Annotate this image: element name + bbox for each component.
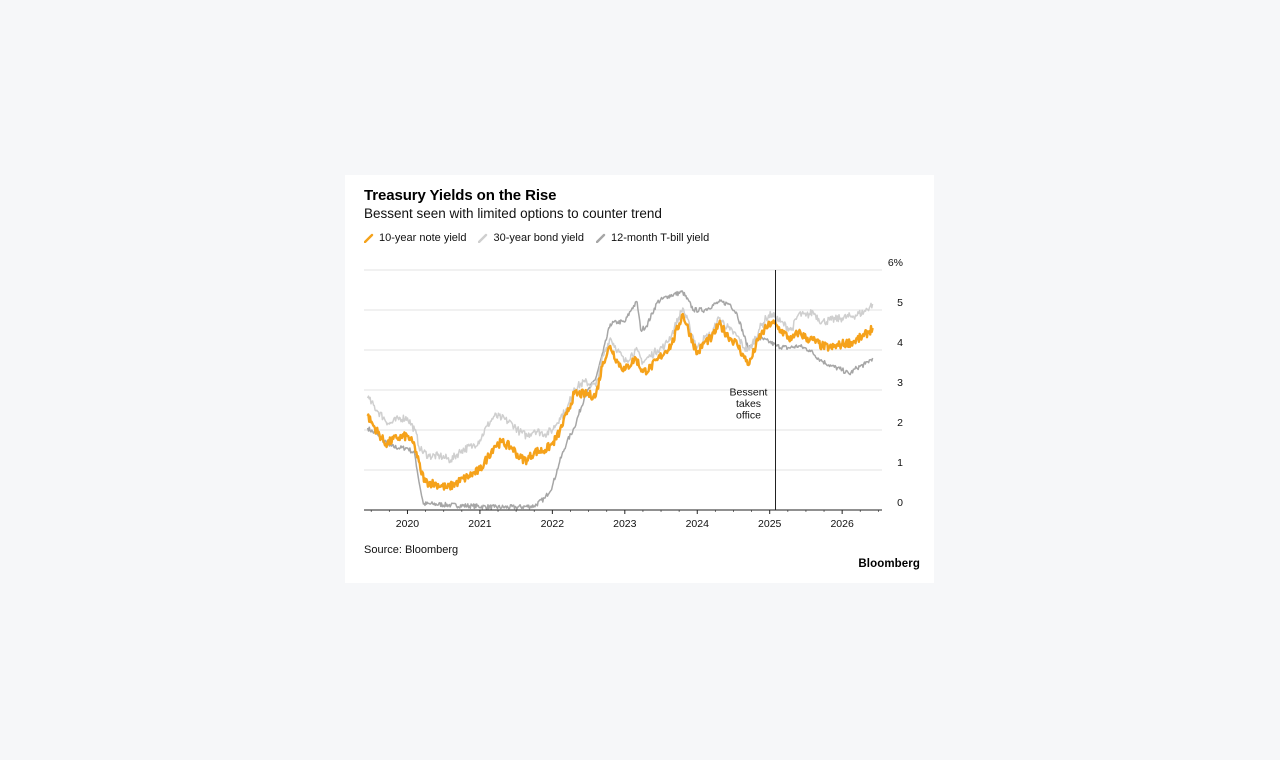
x-tick-label: 2021 [468, 518, 492, 530]
source-note: Source: Bloomberg [364, 544, 459, 556]
legend: 10-year note yield 30-year bond yield 12… [364, 232, 709, 244]
x-tick-label: 2024 [686, 518, 710, 530]
bloomberg-logo: Bloomberg [858, 558, 920, 570]
y-tick-label: 5 [897, 297, 903, 309]
y-tick-label: 1 [897, 457, 903, 469]
legend-label-10y: 10-year note yield [379, 232, 467, 244]
y-tick-label: 6% [888, 257, 903, 269]
legend-swatch-12m [595, 233, 606, 243]
y-tick-label: 0 [897, 497, 903, 509]
annotation-label: Bessent [730, 387, 768, 399]
chart-title: Treasury Yields on the Rise [364, 187, 557, 204]
y-tick-label: 4 [897, 337, 903, 349]
x-tick-label: 2025 [758, 518, 782, 530]
legend-item-10y: 10-year note yield [364, 232, 466, 244]
x-tick-label: 2022 [541, 518, 565, 530]
legend-swatch-30y [478, 233, 488, 243]
legend-item-30y: 30-year bond yield [478, 232, 584, 244]
series-line-12m [366, 290, 874, 510]
legend-swatch-10y [364, 233, 374, 243]
line-chart: 0 1 2 3 4 5 6% 2020 2021 2022 2023 2024 2025 2026 Bess… [364, 257, 903, 530]
legend-label-30y: 30-year bond yield [493, 232, 584, 244]
chart-subtitle: Bessent seen with limited options to cou… [364, 206, 662, 221]
x-tick-label: 2026 [830, 518, 854, 530]
series-line-30y [366, 302, 874, 464]
chart-card: Treasury Yields on the Rise Bessent seen… [345, 175, 934, 583]
annotation-label: office [736, 410, 761, 422]
x-tick-label: 2023 [613, 518, 637, 530]
annotation-label: takes [736, 398, 761, 410]
legend-item-12m: 12-month T-bill yield [595, 232, 710, 244]
x-tick-label: 2020 [396, 518, 420, 530]
y-tick-label: 3 [897, 377, 903, 389]
y-tick-label: 2 [897, 417, 903, 429]
series-line-10y [366, 312, 874, 491]
legend-label-12m: 12-month T-bill yield [610, 232, 710, 244]
